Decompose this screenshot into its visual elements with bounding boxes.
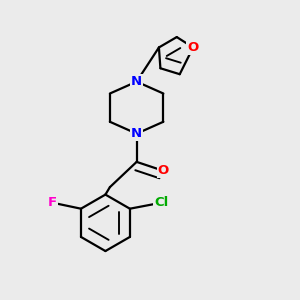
Text: N: N: [131, 127, 142, 140]
Text: F: F: [48, 196, 57, 209]
Text: N: N: [131, 75, 142, 88]
Text: O: O: [158, 164, 169, 177]
Text: Cl: Cl: [154, 196, 168, 209]
Text: O: O: [188, 41, 199, 54]
